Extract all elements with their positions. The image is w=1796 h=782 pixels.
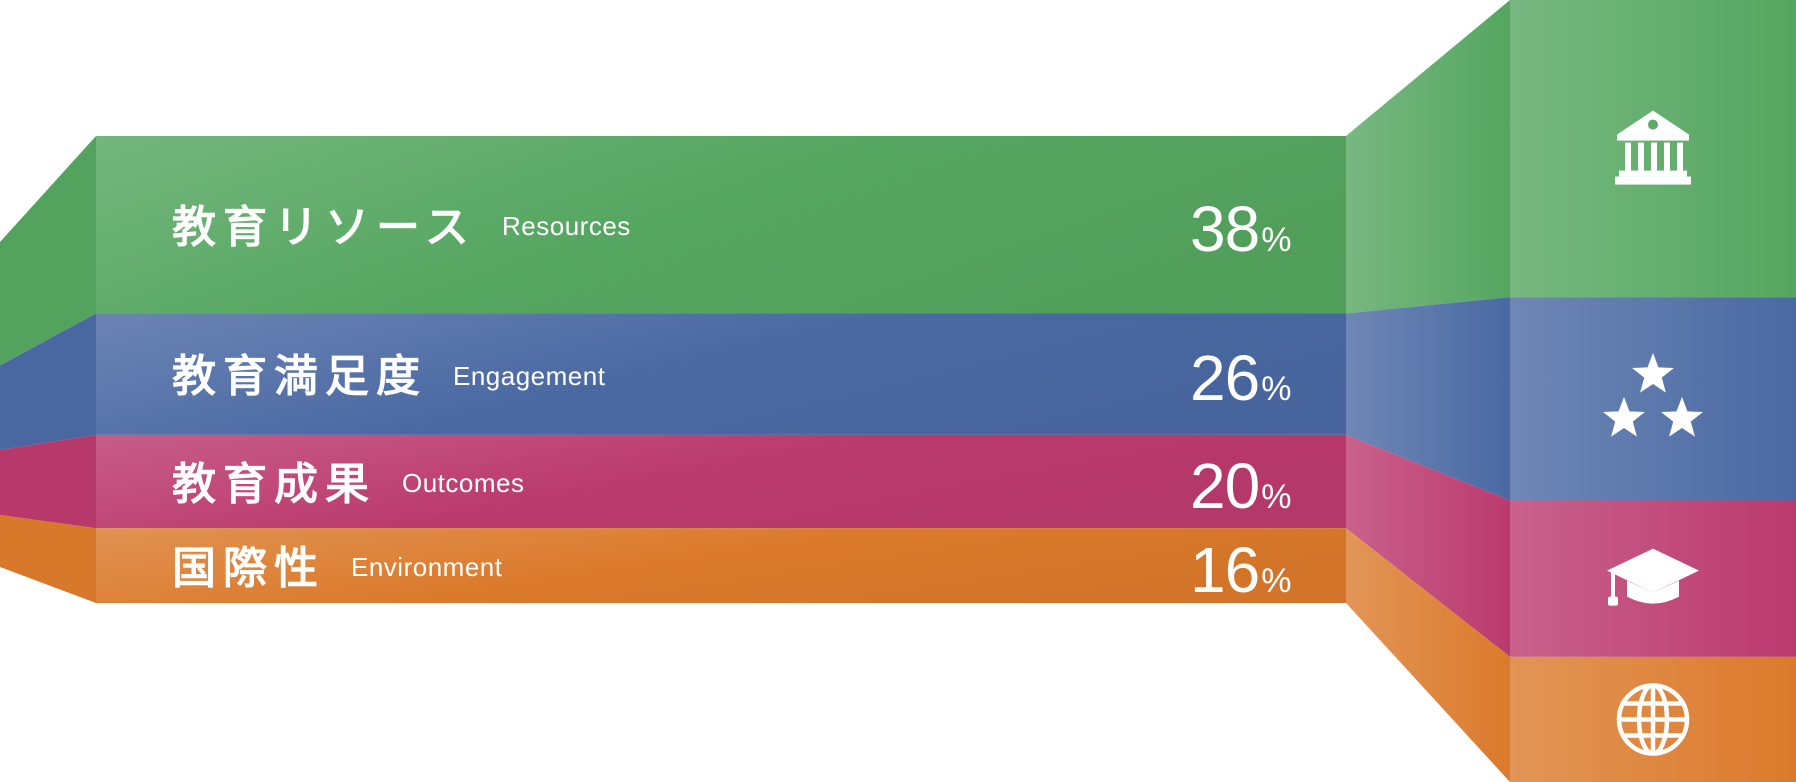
band-engagement [96, 313, 1346, 435]
band-right-engagement [1510, 297, 1796, 501]
bank-icon [1615, 110, 1691, 185]
value-environment: 16% [1190, 533, 1291, 606]
value-outcomes: 20% [1190, 449, 1291, 522]
value-engagement: 26% [1190, 342, 1291, 415]
band-connector-engagement [1346, 297, 1510, 501]
band-left-resources [0, 136, 96, 366]
band-connector-outcomes [1346, 434, 1510, 657]
label-jp-environment: 国際性 [172, 542, 325, 594]
label-jp-resources: 教育リソース [172, 201, 476, 253]
band-left-outcomes [0, 434, 96, 529]
label-en-engagement: Engagement [453, 360, 606, 391]
band-left-environment [0, 515, 96, 603]
band-resources [96, 136, 1346, 314]
label-en-resources: Resources [502, 211, 631, 242]
stars-icon [1603, 352, 1703, 437]
label-jp-outcomes: 教育成果 [172, 458, 376, 510]
band-environment [96, 528, 1346, 603]
label-jp-engagement: 教育満足度 [172, 351, 427, 403]
graduation-cap-icon [1607, 548, 1699, 606]
label-en-environment: Environment [351, 552, 503, 583]
band-outcomes [96, 434, 1346, 529]
band-left-engagement [0, 313, 96, 450]
label-en-outcomes: Outcomes [402, 468, 525, 499]
value-resources: 38% [1190, 192, 1291, 265]
globe-icon [1616, 683, 1690, 756]
band-connector-environment [1346, 528, 1510, 782]
band-connector-resources [1346, 0, 1510, 314]
